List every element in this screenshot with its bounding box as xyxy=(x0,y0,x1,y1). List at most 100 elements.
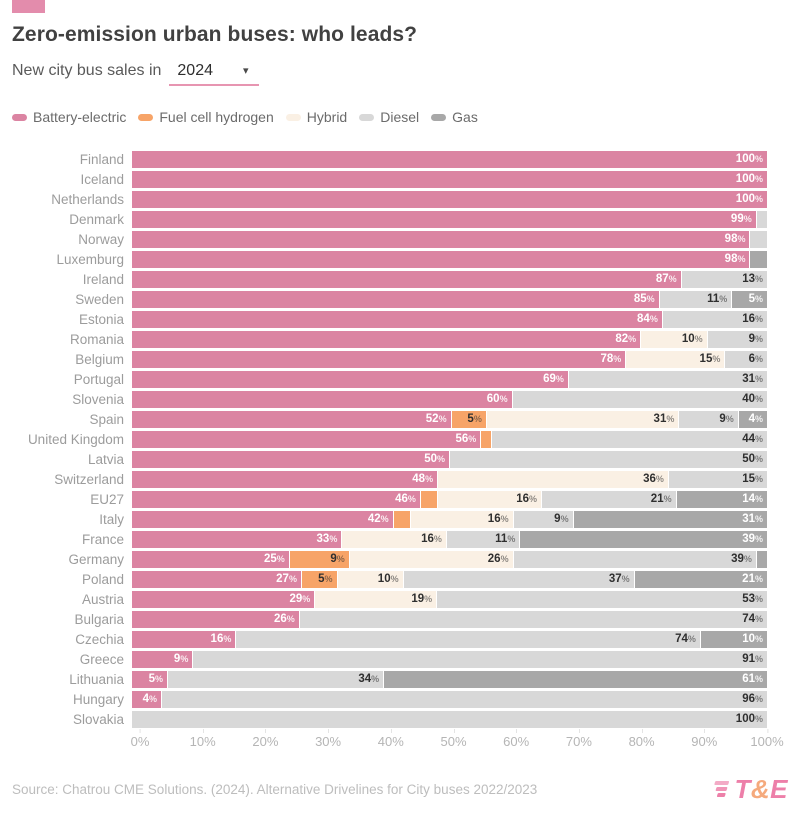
bar-value-label: 5% xyxy=(148,673,164,685)
chart-row: Denmark 99% xyxy=(0,211,767,228)
bar-segment-diesel: 53% xyxy=(437,591,768,608)
legend-item-battery-electric: Battery-electric xyxy=(12,109,126,125)
bar-value-label: 5% xyxy=(467,413,482,425)
bar-value-label: 10% xyxy=(681,333,703,345)
chart-row: Poland 27% 5% 10% 37% 21% xyxy=(0,571,767,588)
bar-segment-battery-electric: 98% xyxy=(132,231,750,248)
bar-segment-hybrid: 36% xyxy=(438,471,668,488)
bar-value-label: 6% xyxy=(748,353,763,365)
bar-segment-hybrid: 15% xyxy=(626,351,725,368)
country-label: Norway xyxy=(78,232,124,247)
year-dropdown[interactable]: 2024 ▾ xyxy=(169,62,259,86)
legend-item-diesel: Diesel xyxy=(359,109,419,125)
country-label: United Kingdom xyxy=(27,432,124,447)
legend-item-gas: Gas xyxy=(431,109,478,125)
bar-value-label: 99% xyxy=(730,213,752,225)
bar-segment-diesel: 11% xyxy=(659,291,732,308)
bar-value-label: 39% xyxy=(731,553,752,565)
logo-ampersand: & xyxy=(750,774,771,804)
bar-value-label: 27% xyxy=(276,573,297,585)
bar-value-label: 100% xyxy=(735,713,763,725)
bar-segment-diesel: 74% xyxy=(299,611,767,628)
bar-value-label: 21% xyxy=(742,573,763,585)
bar-value-label: 74% xyxy=(742,613,763,625)
bar-segment-gas: 14% xyxy=(676,491,768,508)
country-label: Italy xyxy=(99,512,124,527)
bar-segment-fuel-cell-hydrogen xyxy=(481,431,492,448)
bar-segment-battery-electric: 52% xyxy=(132,411,451,428)
bar-value-label: 9% xyxy=(719,413,734,425)
bar-segment-battery-electric: 69% xyxy=(132,371,568,388)
x-axis-tick: 10% xyxy=(189,729,216,749)
bar-value-label: 4% xyxy=(748,413,764,425)
x-axis-tick: 50% xyxy=(440,729,467,749)
bar-value-label: 21% xyxy=(650,493,672,505)
country-label: France xyxy=(81,532,124,547)
bar-segment-battery-electric: 27% xyxy=(132,571,301,588)
bar-segment-battery-electric: 100% xyxy=(132,171,767,188)
bar-segment-gas xyxy=(750,251,767,268)
bar-value-label: 84% xyxy=(637,313,658,325)
bar-value-label: 36% xyxy=(643,473,664,485)
bar-segment-gas: 31% xyxy=(573,511,767,528)
bar-value-label: 52% xyxy=(425,413,447,425)
bar-track: 99% xyxy=(132,211,767,228)
bar-value-label: 16% xyxy=(421,533,442,545)
bar-value-label: 78% xyxy=(600,353,622,365)
bar-value-label: 11% xyxy=(495,533,516,545)
country-label: Lithuania xyxy=(69,672,124,687)
bar-value-label: 46% xyxy=(395,493,416,505)
bar-value-label: 26% xyxy=(273,613,295,625)
country-label: Portugal xyxy=(73,372,124,387)
legend-label: Gas xyxy=(452,109,478,125)
bar-segment-gas xyxy=(756,551,767,568)
bar-track: 4% 96% xyxy=(132,691,767,708)
legend-swatch xyxy=(12,113,27,121)
bar-value-label: 39% xyxy=(742,533,763,545)
bar-track: 27% 5% 10% 37% 21% xyxy=(132,571,767,588)
bar-segment-diesel: 9% xyxy=(707,331,767,348)
logo-letter-t: T xyxy=(734,774,751,804)
bar-segment-diesel: 9% xyxy=(513,511,573,528)
legend-label: Diesel xyxy=(380,109,420,125)
bar-segment-battery-electric: 26% xyxy=(132,611,299,628)
bar-value-label: 16% xyxy=(516,493,537,505)
bar-track: 82% 10% 9% xyxy=(132,331,767,348)
bar-value-label: 9% xyxy=(748,333,763,345)
bar-track: 50% 50% xyxy=(132,451,767,468)
bar-segment-diesel: 16% xyxy=(662,311,767,328)
bar-segment-diesel: 13% xyxy=(681,271,767,288)
bar-segment-hybrid: 16% xyxy=(410,511,513,528)
bar-segment-gas: 39% xyxy=(520,531,767,548)
bar-value-label: 34% xyxy=(358,673,380,685)
country-label: Hungary xyxy=(72,692,124,707)
bar-value-label: 100% xyxy=(735,173,763,185)
bar-value-label: 40% xyxy=(742,393,763,405)
bar-value-label: 85% xyxy=(633,293,655,305)
country-label: Slovenia xyxy=(72,392,124,407)
bar-segment-diesel: 44% xyxy=(492,431,767,448)
bar-value-label: 31% xyxy=(742,513,763,525)
chart-row: Bulgaria 26% 74% xyxy=(0,611,767,628)
bar-value-label: 98% xyxy=(724,253,746,265)
bar-track: 5% 34% 61% xyxy=(132,671,767,688)
bar-segment-diesel: 96% xyxy=(162,691,767,708)
bar-segment-fuel-cell-hydrogen: 9% xyxy=(289,551,349,568)
bar-track: 25% 9% 26% 39% xyxy=(132,551,767,568)
chart-row: Ireland 87% 13% xyxy=(0,271,767,288)
footer: Source: Chatrou CME Solutions. (2024). A… xyxy=(12,776,788,802)
chart-row: Netherlands 100% xyxy=(0,191,767,208)
chart-row: Slovakia 100% xyxy=(0,711,767,728)
chart-row: Portugal 69% 31% xyxy=(0,371,767,388)
bar-segment-diesel: 74% xyxy=(236,631,700,648)
country-label: Poland xyxy=(81,572,124,587)
year-value: 2024 xyxy=(177,62,213,79)
bar-track: 98% xyxy=(132,251,767,268)
country-label: Slovakia xyxy=(72,712,124,727)
legend-label: Battery-electric xyxy=(33,109,127,125)
bar-value-label: 44% xyxy=(742,433,763,445)
x-axis-tick: 60% xyxy=(503,729,530,749)
bar-segment-battery-electric: 98% xyxy=(132,251,750,268)
country-label: Ireland xyxy=(82,272,124,287)
